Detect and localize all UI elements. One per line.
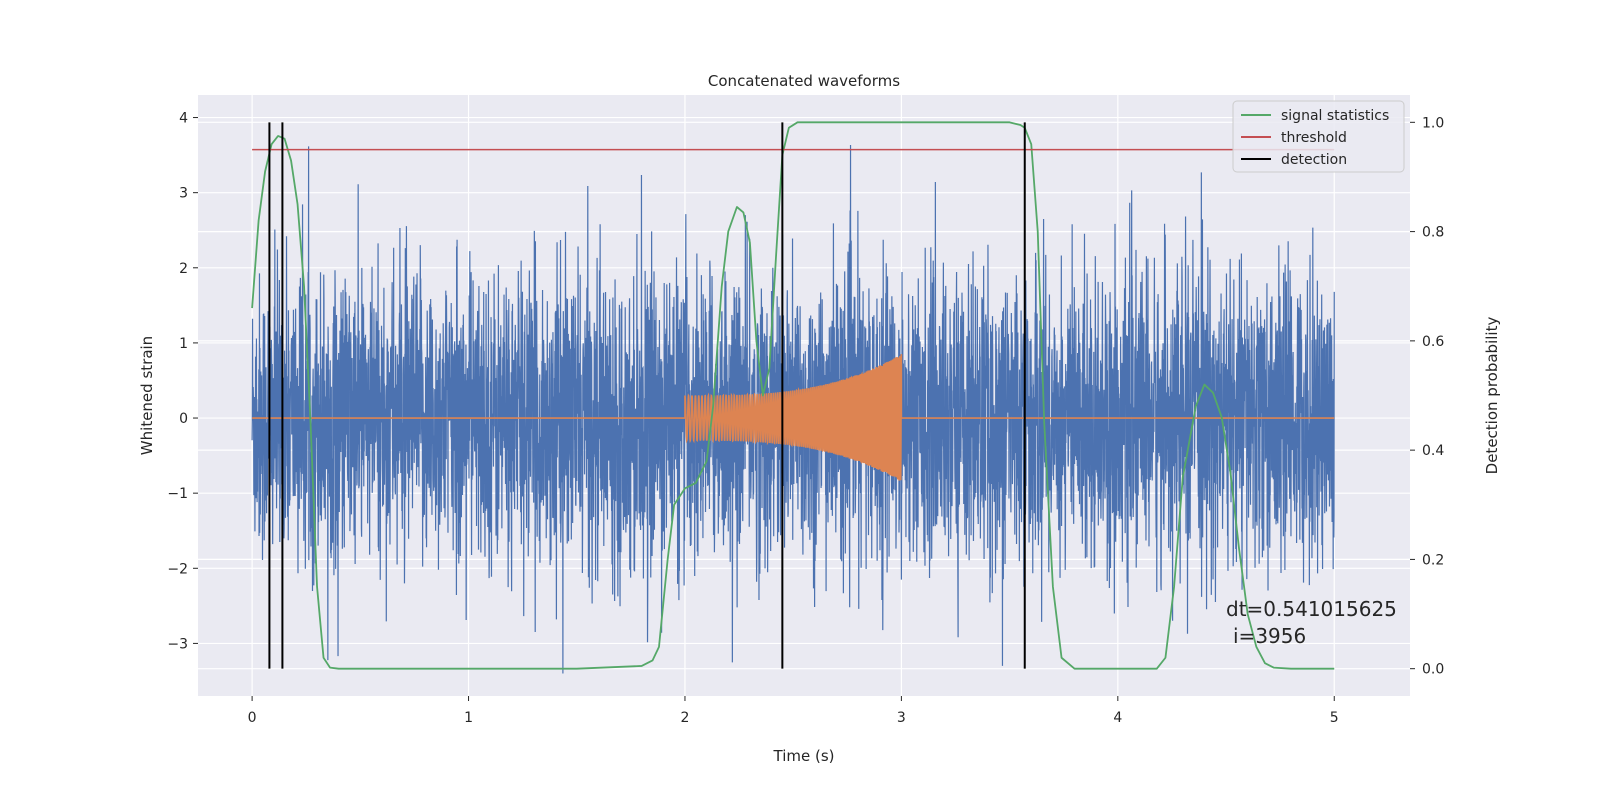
y2-tick-label: 1.0 <box>1422 115 1444 131</box>
y2-tick-label: 0.0 <box>1422 662 1444 678</box>
legend-label-signal-statistics: signal statistics <box>1281 108 1389 124</box>
detection-series <box>268 122 1026 669</box>
y2-tick-label: 0.4 <box>1422 443 1444 459</box>
y-tick-label: 4 <box>179 111 188 127</box>
x-axis-ticks: 0 1 2 3 4 5 <box>248 696 1339 726</box>
y-axis-ticks: −3 −2 −1 0 1 2 3 4 <box>167 111 198 652</box>
x-tick-label: 0 <box>248 710 257 726</box>
y-tick-label: −1 <box>167 486 188 502</box>
injection-series <box>252 354 1335 481</box>
y2-tick-label: 0.8 <box>1422 225 1444 241</box>
y2-axis-title: Detection probability <box>1483 317 1501 475</box>
y-tick-label: 3 <box>179 186 188 202</box>
strain-series <box>251 145 1335 674</box>
legend-box <box>1232 100 1405 173</box>
chart-title: Concatenated waveforms <box>708 72 900 90</box>
y2-tick-label: 0.2 <box>1422 552 1444 568</box>
x-tick-label: 3 <box>897 710 906 726</box>
y-tick-label: −2 <box>167 561 188 577</box>
legend-label-threshold: threshold <box>1281 130 1347 146</box>
y2-tick-label: 0.6 <box>1422 334 1444 350</box>
y2-axis-ticks: 0.0 0.2 0.4 0.6 0.8 1.0 <box>1410 115 1444 678</box>
x-axis-title: Time (s) <box>773 747 835 765</box>
plot-area <box>251 121 1335 674</box>
annotation-i: i=3956 <box>1233 624 1306 648</box>
x-tick-label: 5 <box>1330 710 1339 726</box>
signal-statistics-line <box>251 121 1335 670</box>
injection-line <box>252 354 1335 481</box>
y-tick-label: −3 <box>167 636 188 652</box>
y-tick-label: 1 <box>179 336 188 352</box>
x-tick-label: 4 <box>1113 710 1122 726</box>
strain-line <box>251 145 1335 674</box>
x-tick-label: 2 <box>681 710 690 726</box>
y-tick-label: 2 <box>179 261 188 277</box>
x-tick-label: 1 <box>464 710 473 726</box>
y-axis-title: Whitened strain <box>138 336 156 455</box>
legend: signal statistics threshold detection <box>1232 100 1405 173</box>
legend-label-detection: detection <box>1281 152 1347 168</box>
annotation-dt: dt=0.541015625 <box>1226 597 1397 621</box>
signal-statistics-series <box>251 121 1335 670</box>
y-tick-label: 0 <box>179 411 188 427</box>
